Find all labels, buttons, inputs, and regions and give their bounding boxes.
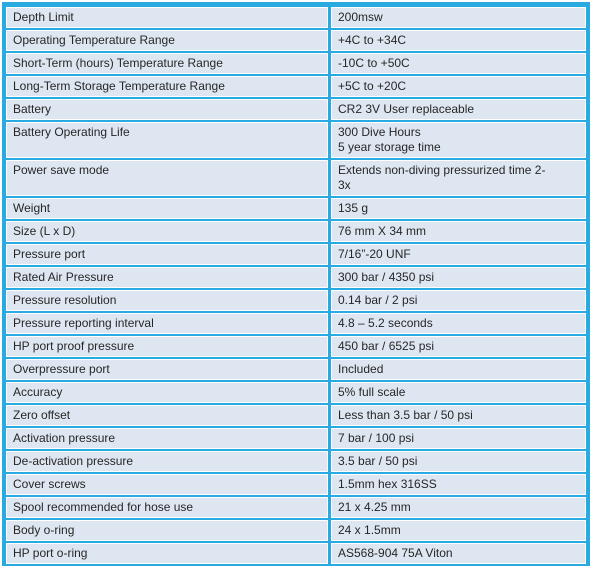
- table-row: Long-Term Storage Temperature Range +5C t…: [6, 74, 586, 97]
- column-divider: [328, 405, 331, 426]
- spec-name-cell: Long-Term Storage Temperature Range: [6, 76, 328, 97]
- column-divider: [328, 474, 331, 495]
- column-divider: [328, 160, 331, 196]
- spec-value-cell: 7 bar / 100 psi: [331, 428, 586, 449]
- spec-name-cell: Rated Air Pressure: [6, 267, 328, 288]
- spec-value-cell: CR2 3V User replaceable: [331, 99, 586, 120]
- spec-name-cell: HP port proof pressure: [6, 336, 328, 357]
- table-row: Pressure reporting interval 4.8 – 5.2 sec…: [6, 311, 586, 334]
- spec-name-cell: Short-Term (hours) Temperature Range: [6, 53, 328, 74]
- spec-value-cell: 300 bar / 4350 psi: [331, 267, 586, 288]
- table-row: HP port proof pressure 450 bar / 6525 psi: [6, 334, 586, 357]
- spec-name-cell: Body o-ring: [6, 520, 328, 541]
- spec-value-cell: +5C to +20C: [331, 76, 586, 97]
- table-row: Battery Operating Life 300 Dive Hours 5 y…: [6, 120, 586, 158]
- table-row: Accuracy 5% full scale: [6, 380, 586, 403]
- spec-name-cell: Zero offset: [6, 405, 328, 426]
- spec-value-cell: 76 mm X 34 mm: [331, 221, 586, 242]
- spec-name-cell: Spool recommended for hose use: [6, 497, 328, 518]
- spec-value-cell: Extends non-diving pressurized time 2- 3…: [331, 160, 586, 196]
- spec-value-cell: 0.14 bar / 2 psi: [331, 290, 586, 311]
- column-divider: [328, 122, 331, 158]
- column-divider: [328, 30, 331, 51]
- spec-value-cell: 1.5mm hex 316SS: [331, 474, 586, 495]
- spec-value-cell: 21 x 4.25 mm: [331, 497, 586, 518]
- table-row: De-activation pressure 3.5 bar / 50 psi: [6, 449, 586, 472]
- column-divider: [328, 290, 331, 311]
- table-row: Weight 135 g: [6, 196, 586, 219]
- spec-value-cell: +4C to +34C: [331, 30, 586, 51]
- spec-table: Depth Limit 200msw Operating Temperature R…: [2, 2, 590, 566]
- table-row: Body o-ring 24 x 1.5mm: [6, 518, 586, 541]
- column-divider: [328, 520, 331, 541]
- spec-name-cell: Weight: [6, 198, 328, 219]
- spec-value-cell: 7/16”-20 UNF: [331, 244, 586, 265]
- spec-name-cell: Accuracy: [6, 382, 328, 403]
- spec-value-cell: 5% full scale: [331, 382, 586, 403]
- column-divider: [328, 7, 331, 28]
- column-divider: [328, 99, 331, 120]
- table-row: Overpressure port Included: [6, 357, 586, 380]
- column-divider: [328, 221, 331, 242]
- column-divider: [328, 267, 331, 288]
- spec-name-cell: Battery: [6, 99, 328, 120]
- spec-name-cell: Overpressure port: [6, 359, 328, 380]
- spec-name-cell: Power save mode: [6, 160, 328, 196]
- column-divider: [328, 359, 331, 380]
- column-divider: [328, 53, 331, 74]
- column-divider: [328, 76, 331, 97]
- table-row: HP port o-ring AS568-904 75A Viton: [6, 541, 586, 564]
- table-row: Battery CR2 3V User replaceable: [6, 97, 586, 120]
- table-row: Depth Limit 200msw: [6, 7, 586, 28]
- spec-value-cell: 24 x 1.5mm: [331, 520, 586, 541]
- column-divider: [328, 543, 331, 564]
- spec-name-cell: Pressure reporting interval: [6, 313, 328, 334]
- spec-name-cell: De-activation pressure: [6, 451, 328, 472]
- table-row: Spool recommended for hose use 21 x 4.25 …: [6, 495, 586, 518]
- column-divider: [328, 451, 331, 472]
- column-divider: [328, 382, 331, 403]
- spec-value-cell: 4.8 – 5.2 seconds: [331, 313, 586, 334]
- spec-value-cell: Less than 3.5 bar / 50 psi: [331, 405, 586, 426]
- table-row: Pressure resolution 0.14 bar / 2 psi: [6, 288, 586, 311]
- table-row: Pressure port 7/16”-20 UNF: [6, 242, 586, 265]
- spec-name-cell: Battery Operating Life: [6, 122, 328, 158]
- table-row: Power save mode Extends non-diving pressu…: [6, 158, 586, 196]
- spec-value-cell: AS568-904 75A Viton: [331, 543, 586, 564]
- spec-name-cell: Operating Temperature Range: [6, 30, 328, 51]
- table-row: Zero offset Less than 3.5 bar / 50 psi: [6, 403, 586, 426]
- spec-value-cell: 300 Dive Hours 5 year storage time: [331, 122, 586, 158]
- spec-value-cell: 450 bar / 6525 psi: [331, 336, 586, 357]
- spec-value-cell: 200msw: [331, 7, 586, 28]
- column-divider: [328, 428, 331, 449]
- spec-name-cell: Pressure port: [6, 244, 328, 265]
- spec-value-cell: Included: [331, 359, 586, 380]
- column-divider: [328, 313, 331, 334]
- table-row: Size (L x D) 76 mm X 34 mm: [6, 219, 586, 242]
- spec-value-cell: -10C to +50C: [331, 53, 586, 74]
- column-divider: [328, 497, 331, 518]
- table-row: Cover screws 1.5mm hex 316SS: [6, 472, 586, 495]
- column-divider: [328, 198, 331, 219]
- spec-name-cell: Size (L x D): [6, 221, 328, 242]
- table-row: Rated Air Pressure 300 bar / 4350 psi: [6, 265, 586, 288]
- spec-name-cell: Activation pressure: [6, 428, 328, 449]
- table-row: Operating Temperature Range +4C to +34C: [6, 28, 586, 51]
- spec-name-cell: Depth Limit: [6, 7, 328, 28]
- spec-name-cell: HP port o-ring: [6, 543, 328, 564]
- spec-value-cell: 135 g: [331, 198, 586, 219]
- table-row: Short-Term (hours) Temperature Range -10C…: [6, 51, 586, 74]
- column-divider: [328, 244, 331, 265]
- spec-name-cell: Cover screws: [6, 474, 328, 495]
- column-divider: [328, 336, 331, 357]
- spec-value-cell: 3.5 bar / 50 psi: [331, 451, 586, 472]
- table-row: Activation pressure 7 bar / 100 psi: [6, 426, 586, 449]
- spec-name-cell: Pressure resolution: [6, 290, 328, 311]
